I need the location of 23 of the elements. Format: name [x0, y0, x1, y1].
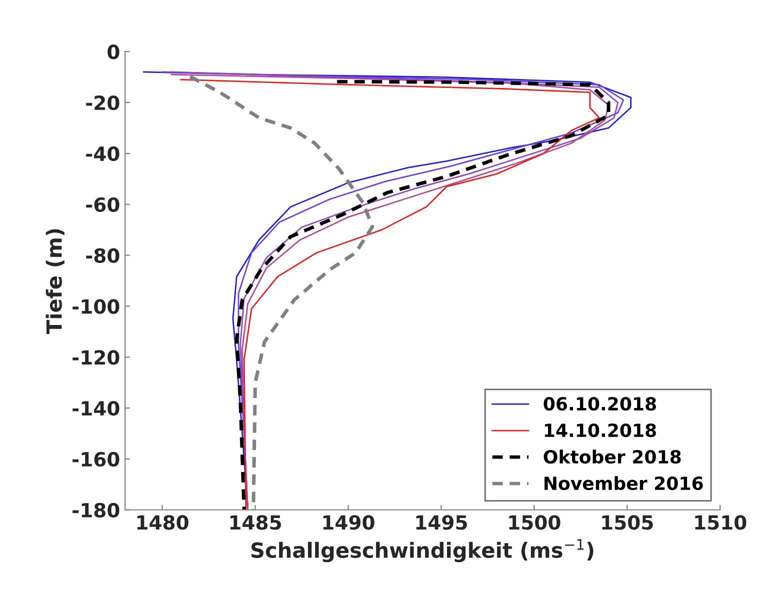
y-tick-label: -120 [72, 350, 120, 365]
y-tick-label: 0 [108, 44, 120, 60]
y-tick-label: -100 [72, 299, 120, 314]
y-tick-label: -40 [86, 146, 120, 162]
y-tick-label: -160 [72, 452, 120, 467]
x-axis-title: Schallgeschwindigkeit (ms$^{−1}$) [251, 539, 594, 562]
y-tick-label: -60 [86, 197, 120, 212]
legend-label: November 2016 [544, 476, 703, 490]
y-tick-label: -20 [86, 95, 120, 110]
y-axis-title: Tiefe (m) [46, 229, 64, 334]
y-tick-label: -180 [72, 502, 120, 518]
x-tick-label: 1510 [695, 515, 746, 530]
x-tick-label: 1495 [416, 515, 467, 530]
legend-label: 14.10.2018 [544, 423, 656, 438]
legend-label: 06.10.2018 [544, 396, 656, 411]
y-tick-label: -140 [72, 400, 120, 416]
x-tick-label: 1490 [323, 515, 374, 530]
x-tick-label: 1480 [137, 515, 188, 530]
legend-label: Oktober 2018 [544, 450, 681, 464]
x-tick-label: 1505 [602, 515, 653, 530]
y-tick-label: -80 [86, 248, 120, 263]
x-tick-label: 1500 [509, 515, 560, 530]
x-tick-label: 1485 [230, 515, 281, 530]
